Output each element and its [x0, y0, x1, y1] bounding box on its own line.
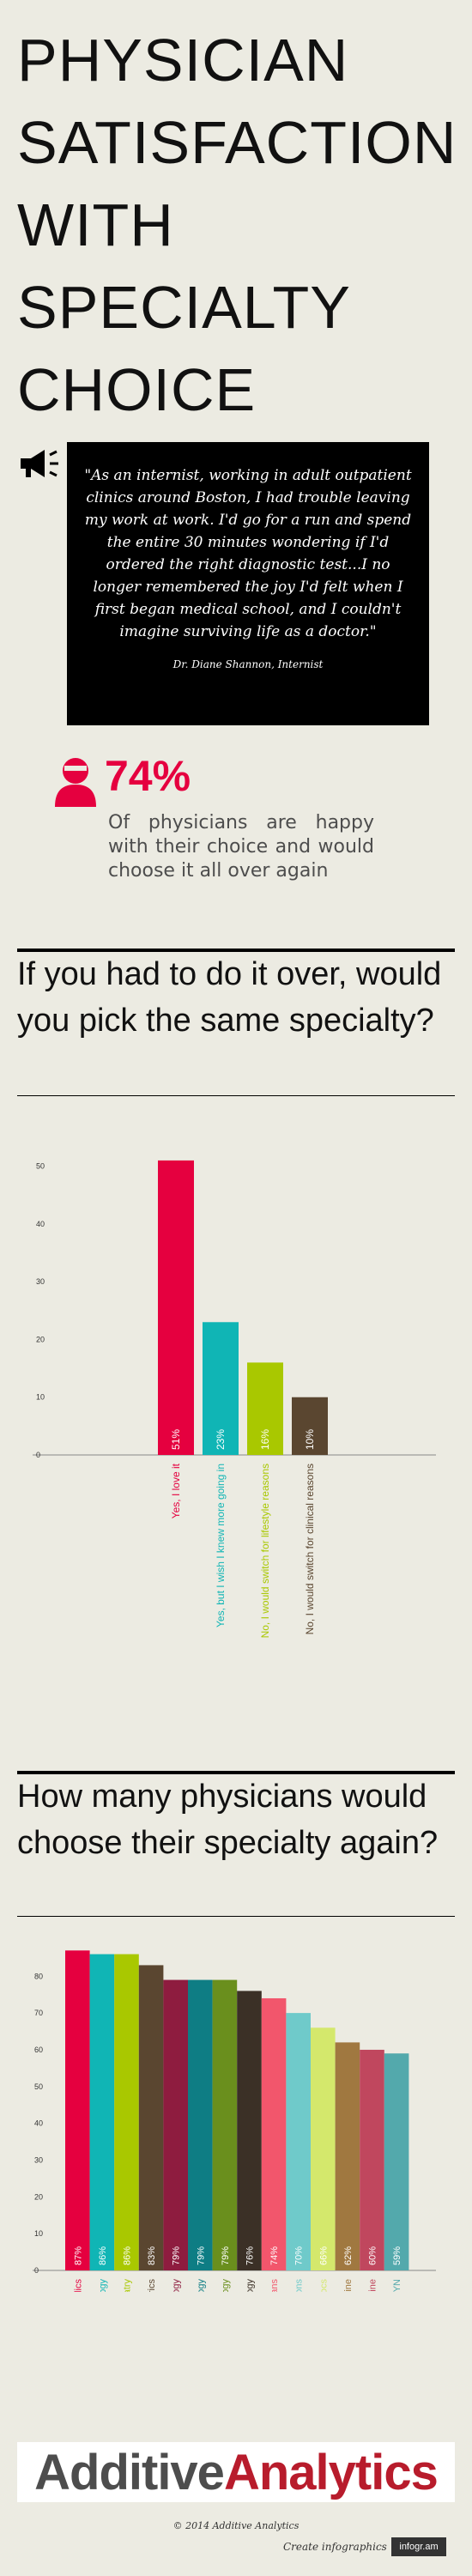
choose-again-chart: 0 10 20 30 40 50 60 70 80 87% Orthopedics 86% Oncolo… [33, 1950, 436, 2293]
section-underline [17, 1916, 455, 1917]
create-infographics-link[interactable]: Create infographics [283, 2541, 387, 2553]
page-title: PHYSICIAN SATISFACTION WITH SPECIALTY CH… [17, 27, 457, 423]
copyright: © 2014 Additive Analytics [172, 2520, 300, 2531]
megaphone-icon [21, 450, 58, 477]
category-label: Surgeons [294, 2279, 305, 2292]
bar [292, 1397, 328, 1455]
y-tick-label: 10 [34, 2229, 43, 2238]
bar [203, 1322, 239, 1455]
y-tick-label: 60 [34, 2046, 43, 2054]
y-tick-label: 80 [34, 1972, 43, 1980]
category-label: Neurology [196, 2279, 206, 2292]
bar [384, 2053, 409, 2270]
bar [65, 1950, 90, 2270]
y-tick-label: 20 [36, 1335, 45, 1343]
y-tick-label: 50 [36, 1162, 45, 1171]
section-underline [17, 1095, 455, 1096]
y-tick-label: 0 [34, 2266, 39, 2275]
y-tick-label: 30 [36, 1277, 45, 1286]
y-tick-label: 10 [36, 1393, 45, 1402]
bar [114, 1954, 139, 2270]
logo-part-1: Additive [34, 2444, 225, 2500]
y-tick-label: 50 [34, 2082, 43, 2091]
bar [138, 1965, 164, 2270]
bar [360, 2049, 384, 2270]
category-label: Yes, but I wish I knew more going in [215, 1464, 227, 1627]
category-label: No, I would switch for clinical reasons [304, 1464, 316, 1634]
category-label: Family Medicine [343, 2279, 354, 2292]
specialty-repick-chart: 0 10 20 30 40 50 51% Yes, I love it 23% Yes, but … [33, 1160, 436, 1638]
bar-value-label: 23% [215, 1429, 227, 1450]
bar-value-label: 86% [123, 2246, 133, 2265]
bar-value-label: 79% [221, 2246, 231, 2265]
bar [212, 1979, 238, 2270]
bar-value-label: 10% [304, 1429, 316, 1450]
bar [335, 2042, 360, 2270]
bar [158, 1160, 194, 1455]
bar-value-label: 79% [172, 2246, 182, 2265]
bar [247, 1362, 283, 1455]
bar-value-label: 76% [245, 2246, 256, 2265]
category-label: ER Docs [318, 2279, 329, 2292]
bar-value-label: 62% [343, 2246, 354, 2265]
y-tick-label: 70 [34, 2009, 43, 2017]
bar [286, 2013, 311, 2270]
bar-value-label: 79% [196, 2246, 206, 2265]
y-tick-label: 0 [36, 1451, 40, 1459]
category-label: Anesthesiology [245, 2279, 256, 2292]
additive-analytics-logo: Additive Analytics [17, 2442, 455, 2502]
section-divider [17, 949, 455, 952]
bar-value-label: 86% [98, 2246, 108, 2265]
infogram-badge[interactable]: infogr.am [391, 2537, 446, 2556]
quote-box: "As an internist, working in adult outpa… [67, 442, 429, 725]
bar-value-label: 83% [147, 2246, 157, 2265]
category-label: All physicians [269, 2279, 280, 2292]
logo-part-2: Analytics [223, 2444, 439, 2500]
bar [188, 1979, 213, 2270]
category-label: OB/GYN [392, 2279, 402, 2292]
y-tick-label: 40 [34, 2119, 43, 2128]
bar [237, 1991, 262, 2270]
category-label: Yes, I love it [170, 1463, 182, 1518]
bar [163, 1979, 188, 2270]
category-label: Pathology [221, 2279, 231, 2292]
bar-value-label: 60% [368, 2246, 378, 2265]
bar [311, 2027, 336, 2270]
y-tick-label: 40 [36, 1220, 45, 1228]
bar [261, 1997, 287, 2270]
stat-value: 74% [105, 752, 191, 800]
category-label: Pediatrics [147, 2279, 157, 2293]
bar-value-label: 66% [318, 2246, 329, 2265]
bar-value-label: 59% [392, 2246, 402, 2265]
section-divider [17, 1771, 455, 1774]
category-label: Cardiology [172, 2279, 182, 2292]
category-label: Internal Medicine [368, 2279, 378, 2292]
category-label: No, I would switch for lifestyle reasons [259, 1464, 271, 1638]
bar-value-label: 51% [170, 1429, 182, 1450]
quote-text: "As an internist, working in adult outpa… [84, 467, 412, 640]
section-2-title: How many physicians would choose their s… [17, 1779, 439, 1861]
category-label: Psychiatry [123, 2279, 133, 2292]
bar [89, 1954, 115, 2270]
y-tick-label: 30 [34, 2155, 43, 2164]
bar-value-label: 87% [73, 2246, 83, 2265]
person-icon [55, 758, 96, 807]
bar-value-label: 70% [294, 2246, 305, 2265]
category-label: Oncology [98, 2279, 108, 2292]
section-1-title: If you had to do it over, would you pick… [17, 956, 442, 1039]
category-label: Orthopedics [73, 2279, 83, 2292]
quote-author: Dr. Diane Shannon, Internist [172, 658, 324, 670]
y-tick-label: 20 [34, 2192, 43, 2201]
stat-description: Of physicians are happy with their choic… [108, 812, 374, 882]
bar-value-label: 16% [259, 1429, 271, 1450]
bar-value-label: 74% [269, 2246, 280, 2265]
